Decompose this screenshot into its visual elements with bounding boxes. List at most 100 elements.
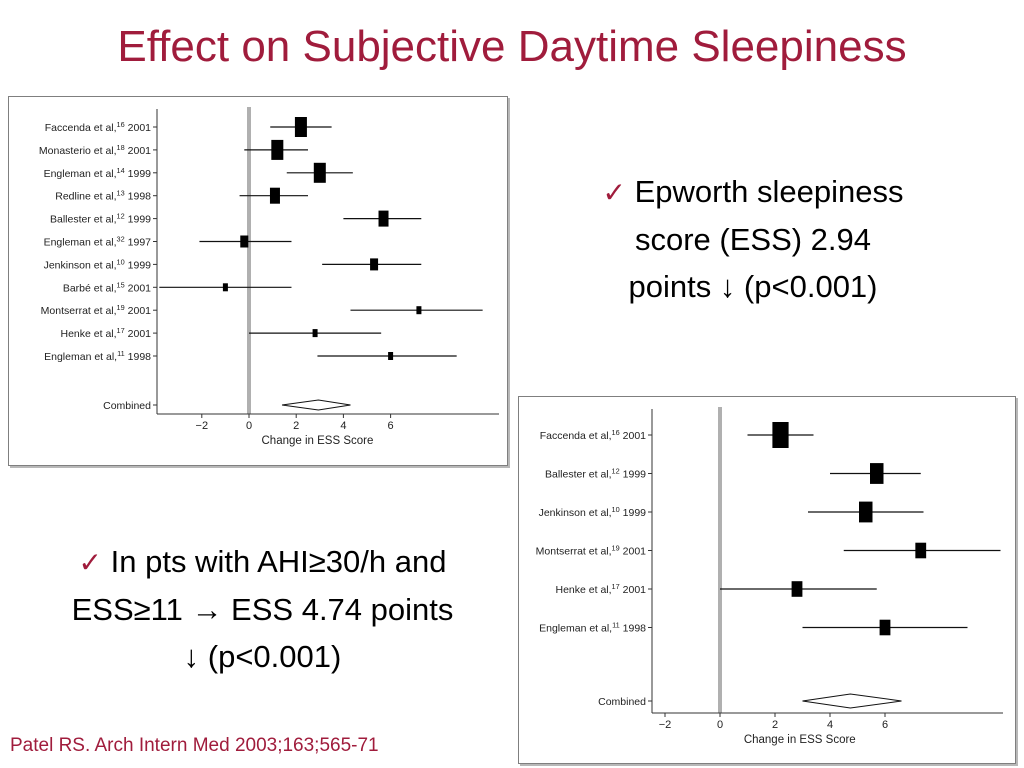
study-ref: 16 xyxy=(612,428,620,437)
study-author: Faccenda et al, xyxy=(45,122,117,134)
study-author: Engleman et al, xyxy=(44,168,117,180)
x-tick-label: −2 xyxy=(196,420,209,432)
x-axis-label: Change in ESS Score xyxy=(262,435,374,447)
study-author: Redline et al, xyxy=(55,191,116,203)
study-label: Barbé et al,15 2001 xyxy=(63,280,151,294)
bullet-line: ↓ (p<0.001) xyxy=(183,639,342,674)
x-tick-label: 2 xyxy=(293,420,299,432)
study-label: Henke et al,17 2001 xyxy=(61,326,152,340)
study-ref: 17 xyxy=(612,582,620,591)
point-estimate-box xyxy=(312,329,318,338)
bullet-line: points ↓ (p<0.001) xyxy=(628,269,878,304)
study-year: 1999 xyxy=(125,214,151,226)
study-author: Barbé et al, xyxy=(63,282,117,294)
study-ref: 14 xyxy=(117,166,125,175)
x-tick-label: 0 xyxy=(246,420,252,432)
study-year: 2001 xyxy=(125,282,151,294)
slide-title: Effect on Subjective Daytime Sleepiness xyxy=(117,22,907,71)
study-author: Henke et al, xyxy=(61,328,117,340)
point-estimate-box xyxy=(269,187,280,204)
point-estimate-box xyxy=(294,117,307,137)
point-estimate-box xyxy=(222,283,228,292)
point-estimate-box xyxy=(240,235,249,248)
study-label: Montserrat et al,19 2001 xyxy=(536,544,646,558)
study-year: 2001 xyxy=(125,305,151,317)
study-year: 1998 xyxy=(620,623,646,635)
study-ref: 17 xyxy=(117,326,125,335)
study-author: Faccenda et al, xyxy=(540,430,612,442)
study-label: Montserrat et al,19 2001 xyxy=(41,303,151,317)
citation: Patel RS. Arch Intern Med 2003;163;565-7… xyxy=(10,735,379,756)
study-ref: 10 xyxy=(612,505,620,514)
study-author: Engleman et al, xyxy=(44,237,117,249)
bullet-line: score (ESS) 2.94 xyxy=(634,222,872,257)
study-ref: 12 xyxy=(612,467,620,476)
checkmark-icon: ✓ xyxy=(602,176,626,209)
x-axis-label: Change in ESS Score xyxy=(744,734,856,746)
x-tick-label: 0 xyxy=(717,719,723,731)
point-estimate-box xyxy=(859,501,873,523)
study-ref: 32 xyxy=(117,235,125,244)
study-author: Montserrat et al, xyxy=(536,546,612,558)
bullet-ess-subgroup: ✓ In pts with AHI≥30/h and ESS≥11 → ESS … xyxy=(10,538,515,680)
study-ref: 16 xyxy=(117,120,125,129)
study-author: Engleman et al, xyxy=(44,351,117,363)
point-estimate-box xyxy=(378,210,389,227)
study-author: Monasterio et al, xyxy=(39,145,117,157)
bullet-ess-overall: ✓ Epworth sleepiness score (ESS) 2.94 po… xyxy=(548,168,958,310)
study-label: Ballester et al,12 1999 xyxy=(50,212,151,226)
study-year: 1999 xyxy=(620,469,646,481)
x-tick-label: 6 xyxy=(882,719,888,731)
point-estimate-box xyxy=(791,581,803,597)
point-estimate-box xyxy=(915,542,927,559)
study-ref: 15 xyxy=(117,280,125,289)
study-year: 1997 xyxy=(125,237,151,249)
study-ref: 13 xyxy=(117,189,125,198)
study-year: 1999 xyxy=(125,168,151,180)
x-tick-label: 4 xyxy=(827,719,833,731)
study-author: Montserrat et al, xyxy=(41,305,117,317)
study-author: Henke et al, xyxy=(556,584,612,596)
bullet-line: Epworth sleepiness xyxy=(634,174,904,209)
point-estimate-box xyxy=(879,619,891,636)
point-estimate-box xyxy=(370,258,379,271)
study-ref: 19 xyxy=(612,544,620,553)
point-estimate-box xyxy=(388,352,394,360)
study-ref: 12 xyxy=(117,212,125,221)
x-tick-label: 6 xyxy=(388,420,394,432)
x-tick-label: 4 xyxy=(340,420,346,432)
study-label: Engleman et al,14 1999 xyxy=(44,166,152,180)
study-ref: 19 xyxy=(117,303,125,312)
study-author: Ballester et al, xyxy=(545,469,612,481)
study-year: 2001 xyxy=(620,546,646,558)
study-author: Jenkinson et al, xyxy=(539,507,612,519)
study-author: Ballester et al, xyxy=(50,214,117,226)
study-label: Engleman et al,32 1997 xyxy=(44,235,152,249)
study-year: 1998 xyxy=(125,191,151,203)
study-year: 2001 xyxy=(620,430,646,442)
study-ref: 11 xyxy=(612,621,620,630)
study-label: Engleman et al,11 1998 xyxy=(539,621,646,635)
study-year: 1999 xyxy=(125,259,151,271)
study-year: 2001 xyxy=(125,328,151,340)
combined-diamond xyxy=(802,693,902,709)
checkmark-icon: ✓ xyxy=(78,546,102,579)
x-tick-label: −2 xyxy=(659,719,672,731)
forest-plot-severe-subgroup: −2 0 2 4 6 Change in ESS Score Faccenda et al,… xyxy=(518,396,1016,764)
study-year: 1999 xyxy=(620,507,646,519)
study-year: 2001 xyxy=(620,584,646,596)
combined-label: Combined xyxy=(103,400,151,412)
point-estimate-box xyxy=(271,139,284,160)
point-estimate-box xyxy=(772,422,789,448)
study-label: Monasterio et al,18 2001 xyxy=(39,143,151,157)
study-author: Jenkinson et al, xyxy=(44,259,117,271)
combined-diamond xyxy=(281,399,351,411)
study-label: Henke et al,17 2001 xyxy=(556,582,647,596)
study-year: 1998 xyxy=(125,351,151,363)
point-estimate-box xyxy=(416,306,422,315)
bullet-line: ESS≥11 → ESS 4.74 points xyxy=(71,592,454,627)
study-ref: 11 xyxy=(117,349,125,358)
study-ref: 18 xyxy=(117,143,125,152)
study-year: 2001 xyxy=(125,122,151,134)
study-ref: 10 xyxy=(117,257,125,266)
